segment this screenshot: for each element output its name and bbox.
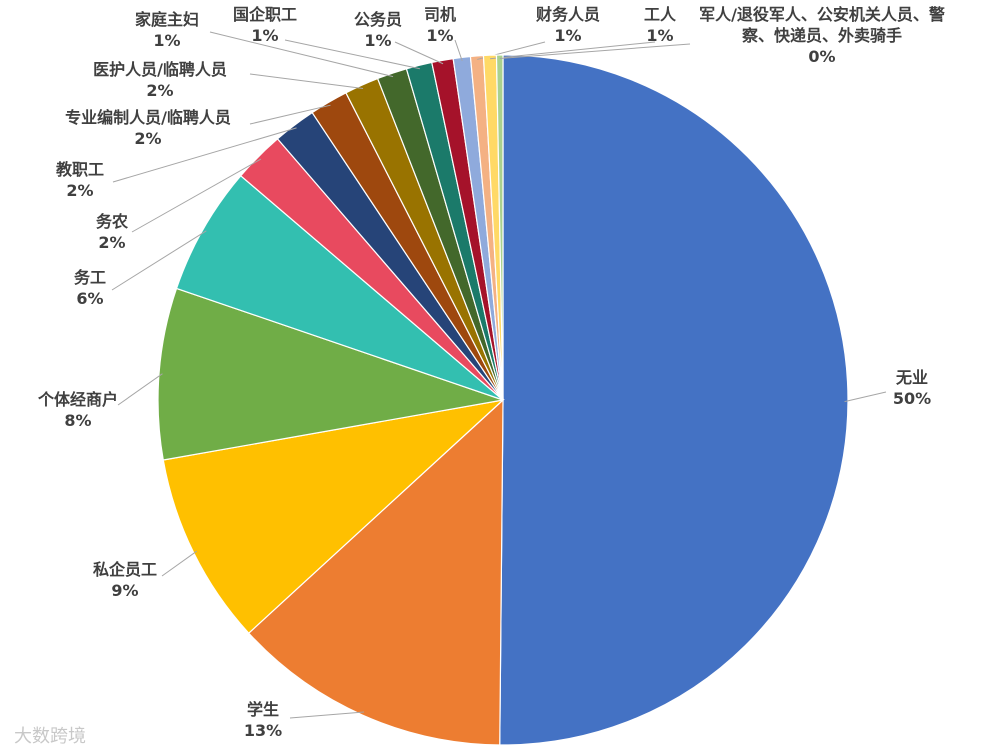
- leader-line: [249, 104, 331, 125]
- leader-line: [249, 73, 364, 89]
- value-label: 9%: [111, 581, 139, 600]
- value-label: 1%: [251, 26, 279, 45]
- leader-line: [394, 41, 444, 65]
- leader-line: [454, 39, 463, 62]
- slice-label: 司机 1%: [424, 4, 456, 46]
- value-label: 13%: [243, 721, 283, 740]
- leader-line: [289, 711, 365, 719]
- category-label: 私企员工: [92, 560, 158, 579]
- pie-slice: [157, 287, 504, 461]
- leader-line: [117, 373, 163, 406]
- category-label: 军人/退役军人、公安机关人员、警察、快递员、外卖骑手: [699, 5, 945, 45]
- pie-slice: [499, 54, 849, 746]
- category-label: 教职工: [55, 160, 105, 179]
- slice-label: 学生 13%: [244, 699, 282, 741]
- pie-slice: [495, 54, 504, 401]
- slice-label: 教职工 2%: [56, 159, 104, 201]
- leader-line: [209, 31, 394, 78]
- category-label: 国企职工: [232, 5, 298, 24]
- leader-line: [499, 43, 691, 59]
- category-label: 家庭主妇: [134, 10, 200, 29]
- watermark: 大数跨境: [14, 726, 86, 747]
- value-label: 2%: [98, 233, 126, 252]
- value-label: 2%: [134, 129, 162, 148]
- slice-label: 财务人员 1%: [536, 4, 600, 46]
- slice-label: 医护人员/临聘人员 2%: [93, 59, 227, 101]
- category-label: 财务人员: [535, 5, 601, 24]
- pie-slice: [175, 174, 504, 401]
- leader-line: [844, 391, 887, 403]
- category-label: 个体经商户: [37, 390, 119, 409]
- slice-label: 工人 1%: [644, 4, 676, 46]
- slice-label: 无业 50%: [893, 367, 931, 409]
- slice-label: 私企员工 9%: [93, 559, 157, 601]
- value-label: 2%: [66, 181, 94, 200]
- slice-label: 务工 6%: [74, 267, 106, 309]
- category-label: 务农: [95, 212, 129, 231]
- slice-label: 国企职工 1%: [233, 4, 297, 46]
- value-label: 8%: [64, 411, 92, 430]
- leader-line: [490, 41, 656, 60]
- category-label: 医护人员/临聘人员: [93, 60, 227, 79]
- pie-slice: [247, 398, 504, 746]
- slice-label: 务农 2%: [96, 211, 128, 253]
- value-label: 1%: [426, 26, 454, 45]
- value-label: 2%: [146, 81, 174, 100]
- category-label: 学生: [246, 700, 280, 719]
- slice-label: 专业编制人员/临聘人员 2%: [65, 107, 231, 149]
- category-label: 无业: [895, 368, 929, 387]
- category-label: 专业编制人员/临聘人员: [65, 108, 231, 127]
- value-label: 0%: [808, 47, 836, 66]
- leader-line: [111, 230, 207, 291]
- value-label: 1%: [646, 26, 674, 45]
- category-label: 司机: [423, 5, 457, 24]
- leader-line: [161, 550, 198, 577]
- value-label: 1%: [364, 31, 392, 50]
- value-label: 6%: [76, 289, 104, 308]
- value-label: 1%: [554, 26, 582, 45]
- pie-slice: [162, 399, 505, 635]
- leader-line: [131, 158, 262, 233]
- category-label: 工人: [643, 5, 677, 24]
- value-label: 50%: [892, 389, 932, 408]
- slice-label: 个体经商户 8%: [38, 389, 118, 431]
- leader-line: [112, 127, 297, 183]
- category-label: 务工: [73, 268, 107, 287]
- value-label: 1%: [153, 31, 181, 50]
- category-label: 公务员: [353, 10, 403, 29]
- slice-label: 家庭主妇 1%: [135, 9, 199, 51]
- slice-label: 公务员 1%: [354, 9, 402, 51]
- leader-line: [284, 39, 421, 70]
- slice-label: 军人/退役军人、公安机关人员、警察、快递员、外卖骑手 0%: [697, 4, 947, 67]
